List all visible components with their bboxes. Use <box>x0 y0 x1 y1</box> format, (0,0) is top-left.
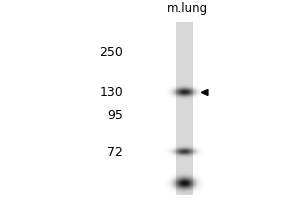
Text: 250: 250 <box>99 46 123 59</box>
Text: 130: 130 <box>99 86 123 99</box>
Text: m.lung: m.lung <box>167 2 208 15</box>
Text: 95: 95 <box>107 109 123 122</box>
Bar <box>176 22 193 195</box>
Text: 72: 72 <box>107 146 123 159</box>
Polygon shape <box>201 89 208 95</box>
